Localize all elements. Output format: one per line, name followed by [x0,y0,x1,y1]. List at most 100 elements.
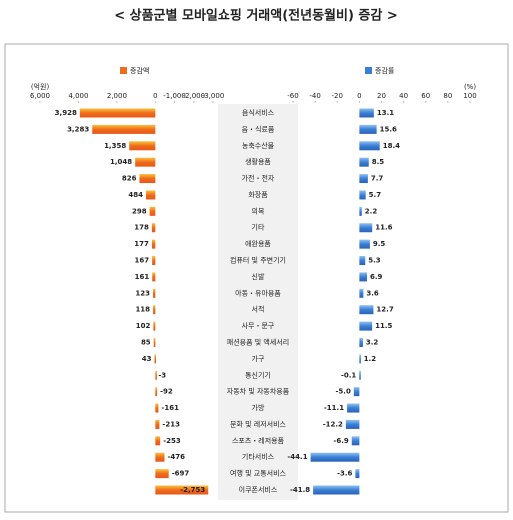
value-label: -6.9 [333,437,348,445]
bar [155,387,158,397]
bar [155,436,161,446]
x-tick-label: 0 [153,92,157,100]
bar [155,469,169,479]
bar [353,387,360,397]
legend-label: 증감액 [130,67,149,75]
x-tick-label: 4,000 [68,92,88,100]
value-label: 1.2 [364,355,377,363]
x-tick-label: 40 [399,92,408,100]
value-label: 13.1 [377,109,394,117]
bar [79,108,156,118]
value-label: 8.5 [372,158,385,166]
bar [359,370,361,380]
category-label: 컴퓨터 및 주변기기 [230,256,286,265]
bar [351,436,360,446]
category-label: 패션용품 및 액세서리 [227,337,289,346]
x-tick-label: 60 [421,92,430,100]
axis-unit: (%) [464,83,476,91]
bar [359,157,369,167]
value-label: -2,753 [180,486,205,494]
value-label: -11.1 [324,404,344,412]
bar [345,419,360,429]
category-label: 가전・전자 [242,174,275,183]
bar [359,272,368,282]
category-label: 이쿠폰서비스 [239,485,278,494]
bar [359,206,362,216]
chart-title: < 상품군별 모바일쇼핑 거래액(전년동월비) 증감 > [114,8,398,24]
bar [151,223,156,233]
value-label: 9.5 [373,240,386,248]
bar [135,157,156,167]
value-label: -0.1 [341,371,356,379]
value-label: -12.2 [323,420,343,428]
category-label: 기타 [252,223,265,232]
value-label: 5.7 [369,191,382,199]
value-label: 1,358 [104,142,126,150]
bar [310,452,360,462]
category-label: 스포츠・레저용품 [232,436,285,445]
x-tick-label: -3,000 [202,92,225,100]
value-label: -92 [160,388,173,396]
value-label: -3.6 [337,470,352,478]
value-label: -253 [163,437,181,445]
x-tick-label: -40 [309,92,320,100]
value-label: 3.2 [366,338,379,346]
legend-swatch [120,67,127,74]
bar [154,354,157,364]
bar [153,337,156,347]
bar [139,174,156,184]
bar [152,256,156,266]
bar [359,337,363,347]
value-label: 118 [135,306,150,314]
category-label: 생활용품 [245,157,271,166]
value-label: 826 [122,175,137,183]
bar [155,452,165,462]
value-label: -3 [158,371,166,379]
bar [146,190,156,200]
category-label: 의복 [252,206,265,215]
bar [359,124,377,134]
value-label: 298 [132,207,147,215]
category-label: 농축수산물 [242,141,275,150]
bar [155,370,157,380]
value-label: 85 [141,338,151,346]
value-label: 3.6 [366,289,379,297]
value-label: 43 [142,355,152,363]
value-label: -41.8 [290,486,310,494]
category-label: 기타서비스 [242,452,275,461]
value-label: 7.7 [371,175,384,183]
category-label: 음・식료품 [242,124,275,133]
value-label: -44.1 [287,453,307,461]
legend-swatch [365,67,372,74]
value-label: 102 [136,322,151,330]
bar [155,403,159,413]
legend-label: 증감률 [375,67,395,75]
bar [359,141,380,151]
bar [129,141,156,151]
bar [355,469,360,479]
category-label: 가구 [252,354,265,363]
value-label: -5.0 [336,388,351,396]
bar [359,288,364,298]
bar [347,403,360,413]
bar [155,485,209,495]
category-column [218,104,298,500]
x-tick-label: -20 [332,92,343,100]
value-label: 177 [134,240,149,248]
axis-unit: (억원) [31,82,50,91]
value-label: -161 [161,404,179,412]
value-label: 3,928 [55,109,77,117]
value-label: 11.5 [375,322,392,330]
bar [92,124,156,134]
bar [155,419,160,429]
bar [359,321,373,331]
bar [359,305,374,315]
value-label: -476 [167,453,185,461]
category-label: 아동・유아용품 [235,288,281,297]
category-label: 문화 및 레저서비스 [230,419,287,428]
bar [359,190,366,200]
value-label: 11.6 [375,224,392,232]
category-label: 가방 [252,403,265,412]
value-label: 2.2 [365,207,378,215]
